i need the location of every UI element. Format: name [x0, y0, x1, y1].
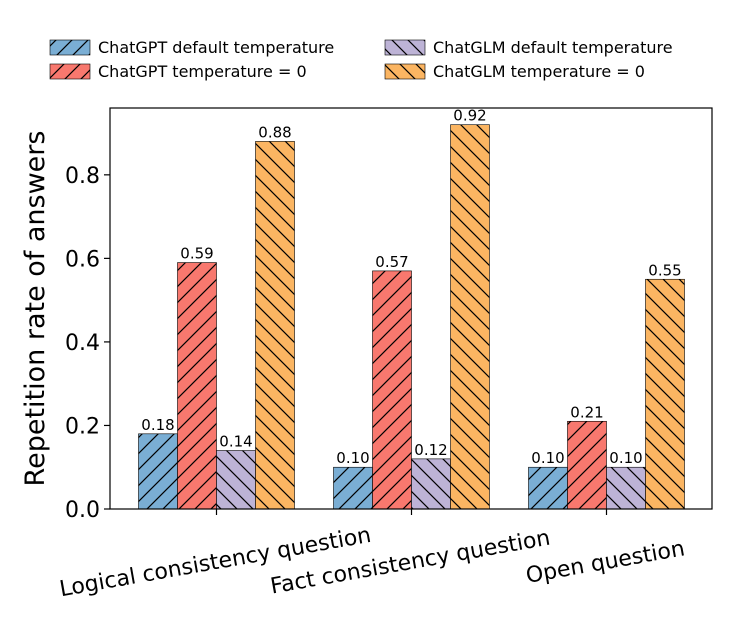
bar-hatch [333, 466, 373, 510]
legend-swatch-hatch [49, 39, 91, 56]
bar-hatch [606, 466, 646, 510]
legend-entry-label: ChatGLM temperature = 0 [433, 62, 645, 81]
bar-hatch [450, 124, 490, 510]
y-axis: 0.0 0.2 0.4 0.6 0.8 [65, 164, 110, 523]
x-tick-label: Logical consistency question [58, 523, 373, 602]
bar-hatch [216, 450, 256, 510]
bar-value-label: 0.21 [570, 403, 603, 421]
bar-hatch [138, 433, 178, 510]
bar-hatch [372, 270, 412, 510]
bar-hatch [567, 420, 607, 510]
bar-value-label: 0.55 [648, 261, 681, 279]
y-tick-label: 0.4 [65, 331, 100, 356]
bar-value-label: 0.59 [180, 245, 213, 263]
bar-hatch [255, 141, 295, 510]
bar-value-label: 0.57 [375, 253, 408, 271]
bar-value-label: 0.10 [336, 449, 369, 467]
bar-hatch [177, 262, 217, 510]
legend-swatch-hatch [384, 39, 426, 56]
legend-entry-label: ChatGPT temperature = 0 [98, 62, 307, 81]
bar-hatch [528, 466, 568, 510]
bars-group [138, 124, 685, 510]
bar-value-label: 0.12 [414, 441, 447, 459]
value-labels-group: 0.18 0.59 0.14 0.88 0.10 0.57 0.12 0.92 0.10 0.21… [141, 107, 681, 468]
bar-value-label: 0.88 [258, 123, 291, 141]
bar-hatch [411, 458, 451, 510]
y-tick-label: 0.2 [65, 414, 100, 439]
legend-entry-label: ChatGLM default temperature [433, 38, 673, 57]
y-tick-label: 0.6 [65, 247, 100, 272]
bar-value-label: 0.92 [453, 107, 486, 125]
legend-swatch-hatch [49, 63, 91, 80]
y-tick-label: 0.0 [65, 498, 100, 523]
bar-value-label: 0.10 [531, 449, 564, 467]
bar-hatch [645, 278, 685, 510]
legend-entry-label: ChatGPT default temperature [98, 38, 334, 57]
plot-frame [109, 107, 713, 510]
legend: ChatGPT default temperature ChatGPT tempe… [49, 38, 673, 81]
y-axis-label: Repetition rate of answers [20, 131, 51, 487]
legend-swatch-hatch [384, 63, 426, 80]
bar-value-label: 0.14 [219, 433, 252, 451]
bar-value-label: 0.10 [609, 449, 642, 467]
bar-value-label: 0.18 [141, 416, 174, 434]
y-tick-label: 0.8 [65, 164, 100, 189]
